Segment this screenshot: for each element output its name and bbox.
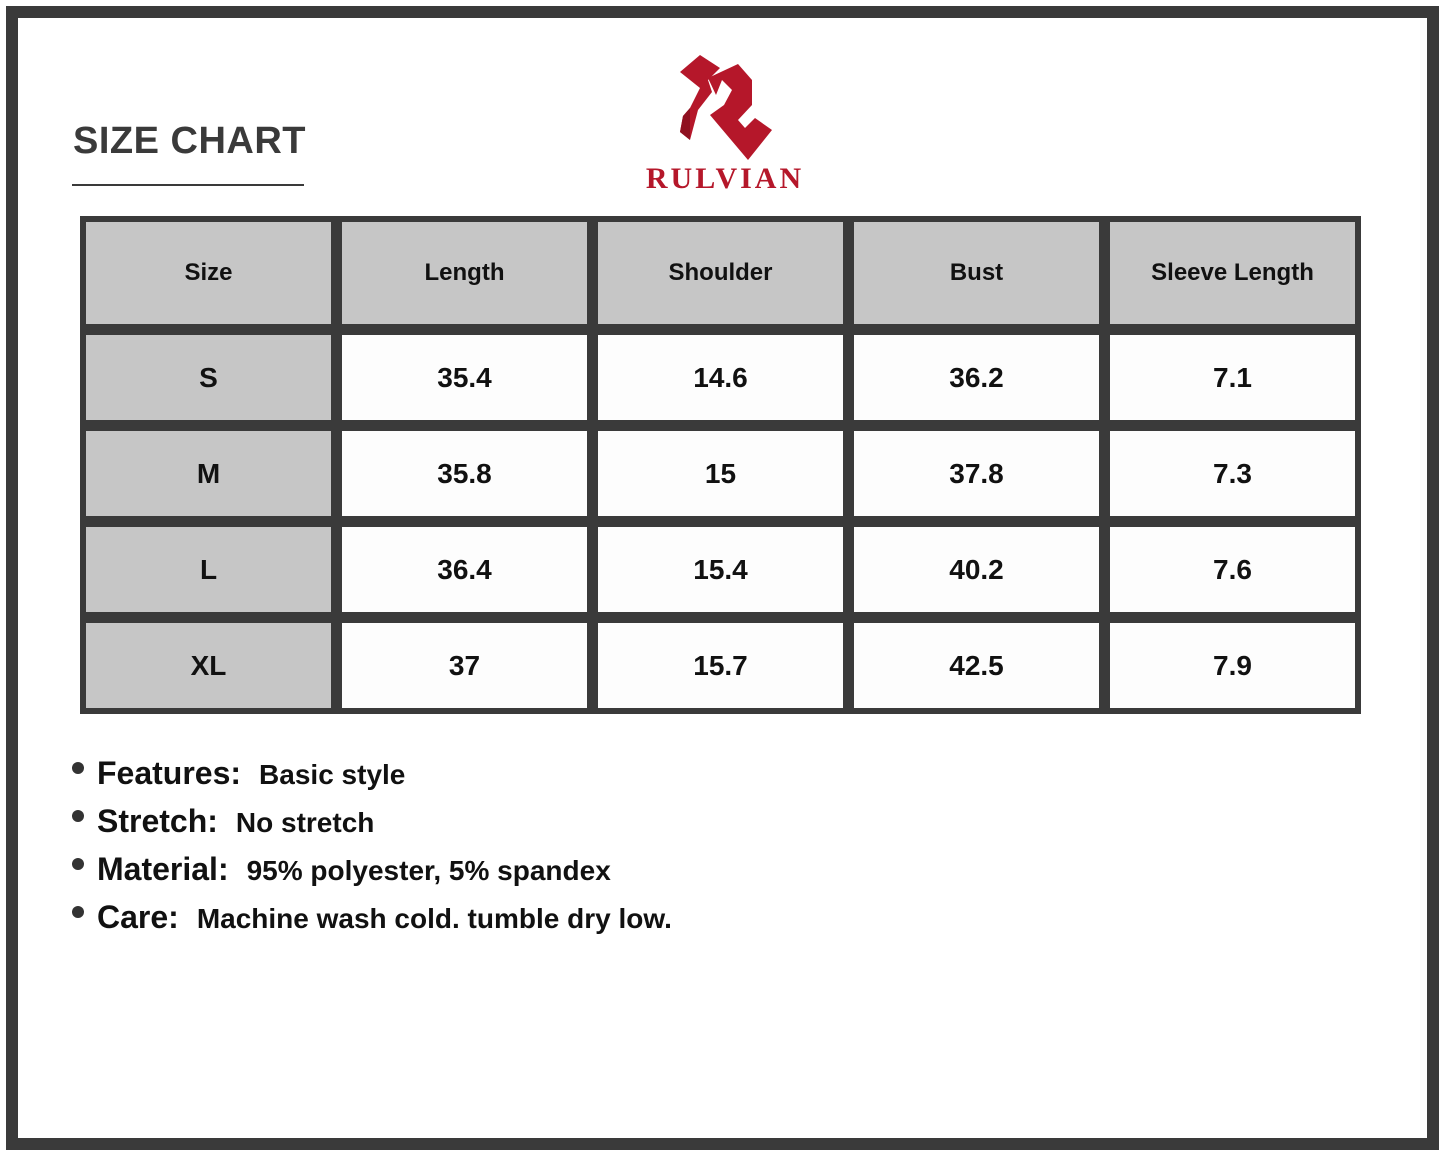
column-header: Shoulder <box>598 222 843 324</box>
size-label-cell: M <box>86 431 331 516</box>
measurement-cell: 7.3 <box>1110 431 1355 516</box>
measurement-cell: 15 <box>598 431 843 516</box>
measurement-cell: 40.2 <box>854 527 1099 612</box>
size-label-cell: S <box>86 335 331 420</box>
title-underline <box>72 184 304 186</box>
measurement-cell: 37.8 <box>854 431 1099 516</box>
measurement-cell: 36.4 <box>342 527 587 612</box>
measurement-cell: 14.6 <box>598 335 843 420</box>
measurement-cell: 7.1 <box>1110 335 1355 420</box>
brand-name: RULVIAN <box>645 162 805 195</box>
column-header: Bust <box>854 222 1099 324</box>
measurement-cell: 7.6 <box>1110 527 1355 612</box>
note-label: Care: <box>97 899 179 935</box>
note-item: Stretch: No stretch <box>72 803 672 851</box>
note-value: Machine wash cold. tumble dry low. <box>196 903 672 934</box>
size-label-cell: XL <box>86 623 331 708</box>
note-value: 95% polyester, 5% spandex <box>246 855 611 886</box>
column-header: Size <box>86 222 331 324</box>
measurement-cell: 35.4 <box>342 335 587 420</box>
note-value: Basic style <box>259 759 406 790</box>
bullet-icon <box>72 810 84 822</box>
note-value: No stretch <box>235 807 375 838</box>
product-notes: Features: Basic style Stretch: No stretch Ma… <box>72 755 672 947</box>
brand-r-icon <box>680 55 772 160</box>
measurement-cell: 35.8 <box>342 431 587 516</box>
measurement-cell: 37 <box>342 623 587 708</box>
size-label-cell: L <box>86 527 331 612</box>
measurement-cell: 36.2 <box>854 335 1099 420</box>
note-label: Material: <box>97 851 229 887</box>
note-label: Features: <box>97 755 242 791</box>
measurement-cell: 15.7 <box>598 623 843 708</box>
column-header: Length <box>342 222 587 324</box>
bullet-icon <box>72 858 84 870</box>
page-title: SIZE CHART <box>73 120 306 162</box>
note-item: Features: Basic style <box>72 755 672 803</box>
bullet-icon <box>72 906 84 918</box>
note-item: Material: 95% polyester, 5% spandex <box>72 851 672 899</box>
brand-logo: RULVIAN <box>620 50 830 200</box>
measurement-cell: 7.9 <box>1110 623 1355 708</box>
size-table: Size Length Shoulder Bust Sleeve Length S 35.4… <box>80 216 1361 714</box>
note-label: Stretch: <box>97 803 218 839</box>
column-header: Sleeve Length <box>1110 222 1355 324</box>
bullet-icon <box>72 762 84 774</box>
measurement-cell: 42.5 <box>854 623 1099 708</box>
note-item: Care: Machine wash cold. tumble dry low. <box>72 899 672 947</box>
measurement-cell: 15.4 <box>598 527 843 612</box>
